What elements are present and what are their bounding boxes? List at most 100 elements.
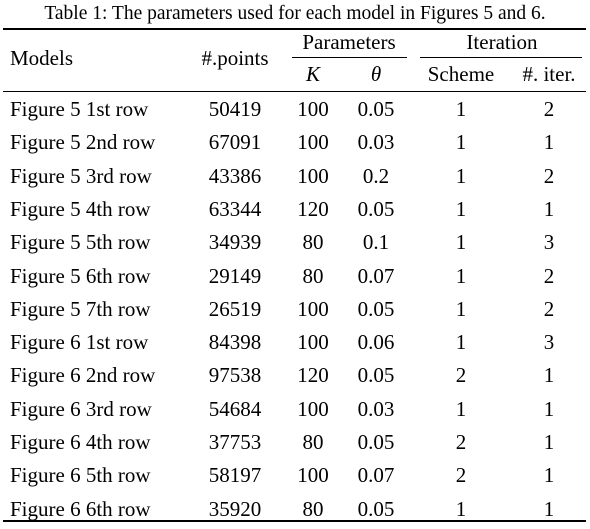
k-cell: 100 [297, 296, 329, 321]
header-theta: θ [370, 62, 382, 86]
model-cell: Figure 5 4th row [10, 196, 151, 221]
header-iteration: Iteration [466, 30, 538, 54]
points-cell: 29149 [208, 263, 262, 288]
k-cell: 100 [297, 330, 329, 355]
theta-cell: 0.05 [357, 97, 395, 121]
model-cell: Figure 6 4th row [10, 430, 151, 454]
scheme-cell: 1 [455, 230, 467, 255]
model-cell: Figure 5 7th row [10, 296, 151, 321]
theta-cell: 0.05 [357, 496, 395, 521]
table-row: Figure 6 5th row 58197 100 0.07 2 1 [0, 462, 590, 495]
top-rule [3, 28, 586, 30]
iter-cell: 2 [543, 97, 555, 121]
scheme-cell: 1 [455, 330, 467, 355]
k-cell: 100 [297, 97, 329, 121]
scheme-cell: 2 [455, 463, 467, 488]
points-cell: 35920 [208, 496, 262, 521]
iteration-subrule [420, 57, 582, 58]
theta-cell: 0.05 [357, 296, 395, 321]
table-row: Figure 5 2nd row 67091 100 0.03 1 1 [0, 129, 590, 162]
model-cell: Figure 5 3rd row [10, 163, 152, 188]
points-cell: 43386 [208, 163, 262, 188]
model-cell: Figure 6 2nd row [10, 363, 156, 388]
header-rule [3, 91, 586, 92]
iter-cell: 2 [543, 263, 555, 288]
iter-cell: 1 [543, 496, 555, 521]
iter-cell: 3 [543, 330, 555, 355]
scheme-cell: 2 [455, 363, 467, 388]
scheme-cell: 2 [455, 430, 467, 454]
scheme-cell: 1 [455, 496, 467, 521]
theta-cell: 0.03 [357, 130, 395, 155]
model-cell: Figure 6 3rd row [10, 396, 152, 421]
scheme-cell: 1 [455, 263, 467, 288]
model-cell: Figure 5 6th row [10, 263, 151, 288]
theta-cell: 0.1 [362, 230, 390, 255]
iter-cell: 1 [543, 196, 555, 221]
parameters-subrule [292, 57, 407, 58]
scheme-cell: 1 [455, 163, 467, 188]
iter-cell: 1 [543, 130, 555, 155]
table-row: Figure 6 6th row 35920 80 0.05 1 1 [0, 496, 590, 529]
points-cell: 97538 [208, 363, 262, 388]
scheme-cell: 1 [455, 396, 467, 421]
theta-cell: 0.05 [357, 363, 395, 388]
k-cell: 80 [302, 430, 324, 454]
header-points: #.points [201, 46, 269, 70]
k-cell: 100 [297, 463, 329, 488]
table-caption: Table 1: The parameters used for each mo… [44, 3, 546, 24]
model-cell: Figure 5 2nd row [10, 130, 156, 155]
k-cell: 100 [297, 163, 329, 188]
scheme-cell: 1 [455, 296, 467, 321]
table-row: Figure 6 1st row 84398 100 0.06 1 3 [0, 329, 590, 362]
k-cell: 80 [302, 230, 324, 255]
iter-cell: 2 [543, 163, 555, 188]
header-k: K [305, 62, 320, 86]
k-cell: 100 [297, 130, 329, 155]
points-cell: 37753 [208, 430, 262, 454]
points-cell: 34939 [208, 230, 262, 255]
table-row: Figure 5 1st row 50419 100 0.05 1 2 [0, 96, 590, 129]
header-num-iter: #. iter. [522, 62, 576, 86]
header-parameters: Parameters [302, 30, 396, 54]
theta-cell: 0.07 [357, 263, 395, 288]
k-cell: 80 [302, 263, 324, 288]
iter-cell: 3 [543, 230, 555, 255]
table-row: Figure 6 3rd row 54684 100 0.03 1 1 [0, 396, 590, 429]
iter-cell: 1 [543, 396, 555, 421]
table-row: Figure 5 3rd row 43386 100 0.2 1 2 [0, 163, 590, 196]
theta-cell: 0.2 [362, 163, 390, 188]
model-cell: Figure 5 5th row [10, 230, 151, 255]
table-row: Figure 5 4th row 63344 120 0.05 1 1 [0, 196, 590, 229]
theta-cell: 0.07 [357, 463, 395, 488]
points-cell: 63344 [208, 196, 262, 221]
points-cell: 67091 [208, 130, 262, 155]
points-cell: 84398 [208, 330, 262, 355]
header-models: Models [10, 46, 73, 70]
iter-cell: 1 [543, 430, 555, 454]
scheme-cell: 1 [455, 97, 467, 121]
table-row: Figure 5 5th row 34939 80 0.1 1 3 [0, 229, 590, 262]
theta-cell: 0.05 [357, 430, 395, 454]
k-cell: 120 [297, 363, 329, 388]
theta-cell: 0.05 [357, 196, 395, 221]
model-cell: Figure 6 5th row [10, 463, 151, 488]
iter-cell: 2 [543, 296, 555, 321]
k-cell: 120 [297, 196, 329, 221]
points-cell: 58197 [208, 463, 262, 488]
table-row: Figure 5 6th row 29149 80 0.07 1 2 [0, 263, 590, 296]
model-cell: Figure 6 1st row [10, 330, 149, 355]
iter-cell: 1 [543, 363, 555, 388]
scheme-cell: 1 [455, 196, 467, 221]
points-cell: 50419 [208, 97, 262, 121]
points-cell: 54684 [208, 396, 262, 421]
model-cell: Figure 5 1st row [10, 97, 149, 121]
k-cell: 80 [302, 496, 324, 521]
theta-cell: 0.03 [357, 396, 395, 421]
table-row: Figure 6 2nd row 97538 120 0.05 2 1 [0, 362, 590, 395]
header-scheme: Scheme [427, 62, 495, 86]
k-cell: 100 [297, 396, 329, 421]
theta-cell: 0.06 [357, 330, 395, 355]
points-cell: 26519 [208, 296, 262, 321]
table-row: Figure 5 7th row 26519 100 0.05 1 2 [0, 296, 590, 329]
